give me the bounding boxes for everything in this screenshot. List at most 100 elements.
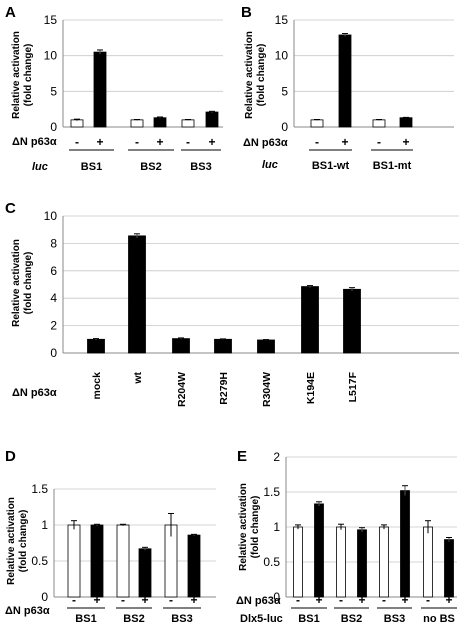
panel-a-y-axis-label-line: (fold change) bbox=[23, 44, 34, 107]
panel-e-ytick-label: 0 bbox=[273, 590, 280, 604]
panel-e-treatment-sign: - bbox=[426, 593, 430, 607]
panel-a-y-axis-label-line: Relative activation bbox=[11, 31, 22, 119]
panel-b-y-axis-label-line: (fold change) bbox=[256, 44, 267, 107]
panel-c-ytick-label: 0 bbox=[50, 346, 57, 360]
panel-b-row-label: luc bbox=[262, 159, 278, 171]
panel-c-bar bbox=[301, 286, 319, 354]
panel-a-bar bbox=[205, 111, 219, 128]
panel-c-category-label: R279H bbox=[218, 372, 230, 405]
panel-b-ytick-label: 0 bbox=[281, 120, 288, 134]
panel-d-bar bbox=[67, 524, 81, 598]
panel-e-y-axis-label-line: (fold change) bbox=[250, 496, 261, 559]
panel-d-ytick-label: 0.5 bbox=[31, 554, 48, 568]
panel-d-bar bbox=[90, 524, 104, 598]
panel-a-treatment-sign: - bbox=[186, 135, 190, 149]
panel-d-row-label: ΔN p63α bbox=[5, 605, 50, 617]
panel-a-row-label: ΔN p63α bbox=[12, 136, 57, 148]
panel-e-treatment-sign: - bbox=[382, 593, 386, 607]
panel-a-group-label: BS1 bbox=[81, 161, 102, 173]
panel-e-letter: E bbox=[237, 448, 247, 465]
panel-e-row-label: Dlx5-luc bbox=[240, 613, 283, 625]
panel-d-letter: D bbox=[5, 448, 16, 465]
panel-e-treatment-sign: + bbox=[358, 593, 365, 607]
panel-a-ytick-label: 0 bbox=[50, 120, 57, 134]
panel-a-ytick-label: 10 bbox=[44, 49, 58, 63]
panel-d-ytick-label: 1.5 bbox=[31, 482, 48, 496]
panel-c-bar bbox=[87, 338, 105, 354]
panel-a-treatment-sign: - bbox=[75, 135, 79, 149]
panel-c-row-label: ΔN p63α bbox=[12, 387, 57, 399]
panel-b-letter: B bbox=[241, 4, 252, 21]
panel-d-treatment-sign: - bbox=[169, 593, 173, 607]
panel-d-bar bbox=[187, 534, 201, 598]
panel-e-group-label: no BS bbox=[423, 613, 455, 625]
panel-c-y-axis-label-line: Relative activation bbox=[11, 239, 22, 327]
panel-a-treatment-sign: + bbox=[96, 135, 103, 149]
panel-e-treatment-sign: + bbox=[445, 593, 452, 607]
panel-a-letter: A bbox=[5, 4, 16, 21]
panel-e-y-axis-label: Relative activation(fold change) bbox=[238, 483, 261, 571]
panel-b-bar bbox=[372, 119, 386, 128]
panel-e-treatment-sign: - bbox=[296, 593, 300, 607]
panel-b-ytick-label: 15 bbox=[275, 13, 289, 27]
panel-e-ytick-label: 1 bbox=[273, 520, 280, 534]
panel-e-group-label: BS2 bbox=[341, 613, 362, 625]
panel-b-y-axis-label-line: Relative activation bbox=[244, 31, 255, 119]
panel-a-bar bbox=[70, 119, 84, 128]
panel-c-category-label: wt bbox=[132, 372, 144, 385]
panel-c-letter: C bbox=[5, 200, 16, 217]
panel-d-group-label: BS3 bbox=[171, 613, 192, 625]
panel-d-group-label: BS2 bbox=[123, 613, 144, 625]
panel-d-ytick-label: 1 bbox=[41, 518, 48, 532]
panel-a-ytick-label: 15 bbox=[44, 13, 58, 27]
panel-c-ytick-label: 6 bbox=[50, 264, 57, 278]
panel-d-bar bbox=[116, 524, 130, 598]
panel-e-group-label: BS1 bbox=[298, 613, 319, 625]
panel-a-row-label: luc bbox=[32, 161, 48, 173]
panel-a-treatment-sign: + bbox=[208, 135, 215, 149]
panel-e-treatment-sign: - bbox=[339, 593, 343, 607]
panel-b-bar bbox=[338, 34, 352, 128]
panel-c-bar bbox=[214, 338, 232, 354]
panel-b-treatment-sign: - bbox=[315, 135, 319, 149]
panel-d-treatment-sign: + bbox=[141, 593, 148, 607]
panel-c-ytick-label: 4 bbox=[50, 291, 57, 305]
panel-d-bar bbox=[138, 548, 152, 598]
panel-e-ytick-label: 2 bbox=[273, 450, 280, 464]
panel-a-group-label: BS3 bbox=[190, 161, 211, 173]
panel-e-bar bbox=[357, 529, 367, 598]
panel-e-y-axis-label-line: Relative activation bbox=[238, 483, 249, 571]
panel-a-y-axis-label: Relative activation(fold change) bbox=[11, 31, 34, 119]
panel-a-bar bbox=[130, 119, 144, 128]
panel-c-ytick-label: 2 bbox=[50, 319, 57, 333]
panel-e-bar bbox=[423, 526, 433, 598]
panel-c-ytick-label: 10 bbox=[44, 209, 58, 223]
panel-b-bar bbox=[399, 117, 413, 128]
panel-e-treatment-sign: + bbox=[401, 593, 408, 607]
panel-d-treatment-sign: - bbox=[72, 593, 76, 607]
panel-c-ytick-label: 8 bbox=[50, 236, 57, 250]
panel-e-bar bbox=[336, 526, 346, 598]
panel-b-bar bbox=[310, 119, 324, 128]
panel-d-treatment-sign: + bbox=[93, 593, 100, 607]
panel-b-ytick-label: 5 bbox=[281, 84, 288, 98]
panel-d-y-axis-label-line: (fold change) bbox=[18, 510, 29, 573]
panel-d-treatment-sign: - bbox=[121, 593, 125, 607]
panel-e-row-label: ΔN p63α bbox=[236, 595, 281, 607]
panel-c-category-label: R204W bbox=[176, 372, 188, 407]
panel-c-category-label: L517F bbox=[347, 371, 359, 402]
panel-e-ytick-label: 0.5 bbox=[263, 555, 280, 569]
panel-c-category-label: K194E bbox=[305, 372, 317, 404]
panel-a-treatment-sign: + bbox=[156, 135, 163, 149]
panel-d-group-label: BS1 bbox=[75, 613, 96, 625]
panel-b-treatment-sign: + bbox=[341, 135, 348, 149]
panel-d-y-axis-label: Relative activation(fold change) bbox=[6, 497, 29, 585]
panel-e-treatment-sign: + bbox=[315, 593, 322, 607]
panel-e-bar bbox=[379, 526, 389, 598]
panel-c-bar bbox=[172, 338, 190, 354]
panel-a-treatment-sign: - bbox=[135, 135, 139, 149]
panel-d-ytick-label: 0 bbox=[41, 590, 48, 604]
panel-c-bar bbox=[128, 235, 146, 354]
panel-b-group-label: BS1-wt bbox=[312, 160, 350, 172]
